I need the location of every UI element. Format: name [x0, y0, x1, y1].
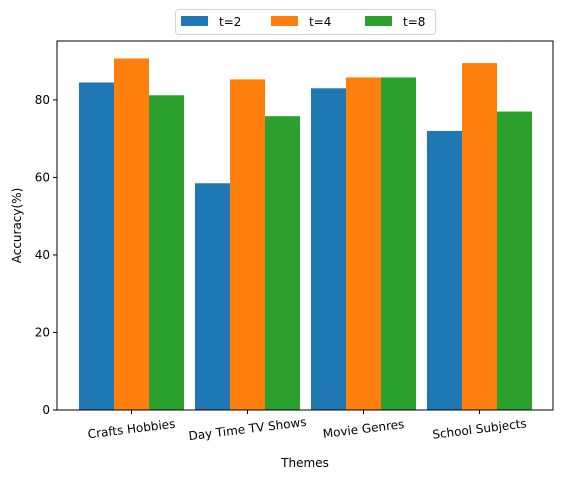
bar-t=8-school-subjects	[497, 111, 532, 410]
legend-swatch-t=8	[365, 16, 392, 26]
bar-t=8-movie-genres	[381, 77, 416, 410]
x-axis: Crafts Hobbies Day Time TV Shows Movie Gen…	[87, 410, 527, 443]
bar-t=2-movie-genres	[311, 88, 346, 411]
x-tick-label: Crafts Hobbies	[87, 417, 176, 442]
y-tick-label: 20	[35, 325, 50, 339]
bar-t=4-day-time-tv-shows	[230, 79, 265, 411]
legend-box	[175, 9, 436, 35]
y-tick-label: 80	[35, 93, 50, 107]
y-tick-label: 0	[42, 403, 50, 417]
y-axis-label: Accuracy(%)	[10, 188, 24, 264]
x-tick-label: Day Time TV Shows	[188, 415, 308, 443]
legend-label-t=4: t=4	[309, 15, 331, 29]
bar-t=8-day-time-tv-shows	[265, 116, 300, 411]
bar-t=4-movie-genres	[346, 77, 381, 410]
bars-group	[79, 58, 532, 411]
bar-t=2-day-time-tv-shows	[195, 183, 230, 410]
y-axis: 0 20 40 60 80	[35, 93, 57, 417]
bar-t=4-school-subjects	[462, 63, 497, 411]
legend-label-t=2: t=2	[219, 15, 241, 29]
plot-frame	[56, 40, 554, 411]
y-tick-label: 60	[35, 170, 50, 184]
x-axis-label: Themes	[280, 456, 329, 470]
x-tick-label: School Subjects	[432, 416, 528, 441]
legend-swatch-t=4	[271, 16, 298, 26]
bar-t=8-crafts-hobbies	[149, 95, 184, 410]
legend-swatch-t=2	[181, 16, 208, 26]
bar-t=2-school-subjects	[427, 130, 462, 410]
y-tick-label: 40	[35, 248, 50, 262]
x-tick-label: Movie Genres	[322, 417, 405, 441]
legend: t=2 t=4 t=8	[175, 9, 436, 35]
bar-t=4-crafts-hobbies	[114, 58, 149, 410]
bar-t=2-crafts-hobbies	[79, 82, 114, 410]
legend-label-t=8: t=8	[403, 15, 425, 29]
